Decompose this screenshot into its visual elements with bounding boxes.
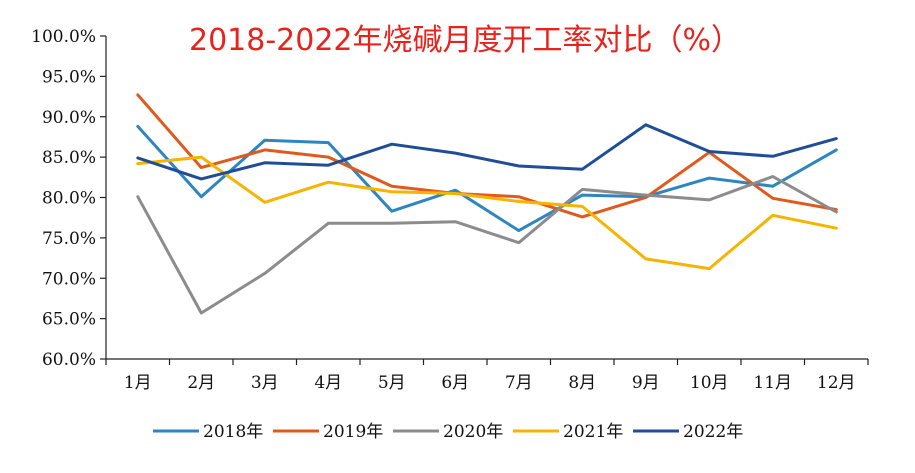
x-tick-label: 4月 bbox=[314, 373, 342, 393]
x-tick-label: 10月 bbox=[690, 373, 729, 393]
x-tick-label: 11月 bbox=[753, 373, 792, 393]
legend-label: 2020年 bbox=[443, 422, 503, 442]
x-tick-label: 5月 bbox=[378, 373, 406, 393]
y-tick-label: 60.0% bbox=[42, 350, 96, 370]
series-line-2022年 bbox=[136, 123, 838, 181]
y-tick-label: 75.0% bbox=[42, 229, 96, 249]
legend-label: 2022年 bbox=[683, 422, 743, 442]
series-line-2018年 bbox=[136, 124, 838, 233]
legend-label: 2019年 bbox=[323, 422, 383, 442]
y-tick-label: 90.0% bbox=[42, 108, 96, 128]
x-tick-label: 12月 bbox=[817, 373, 856, 393]
axes: 60.0% 65.0% 70.0% 75.0% 80.0% 85.0% 90.0% 95.0%… bbox=[31, 27, 869, 393]
y-tick-label: 95.0% bbox=[42, 67, 96, 87]
legend: 2018年 2019年 2020年 2021年 2022年 bbox=[153, 422, 743, 442]
legend-label: 2018年 bbox=[203, 422, 263, 442]
series-line-2021年 bbox=[136, 155, 838, 271]
y-tick-label: 80.0% bbox=[42, 189, 96, 209]
x-tick-label: 3月 bbox=[251, 373, 279, 393]
x-tick-label: 6月 bbox=[441, 373, 469, 393]
y-tick-label: 70.0% bbox=[42, 269, 96, 289]
y-tick-label: 100.0% bbox=[31, 27, 96, 47]
legend-label: 2021年 bbox=[563, 422, 623, 442]
chart-title: 2018-2022年烧碱月度开工率对比（%） bbox=[189, 23, 741, 58]
x-tick-label: 1月 bbox=[124, 373, 152, 393]
y-tick-label: 85.0% bbox=[42, 148, 96, 168]
x-tick-label: 2月 bbox=[187, 373, 215, 393]
series-line-2019年 bbox=[136, 93, 838, 219]
x-tick-label: 7月 bbox=[505, 373, 533, 393]
y-tick-label: 65.0% bbox=[42, 310, 96, 330]
x-tick-label: 8月 bbox=[568, 373, 596, 393]
x-tick-label: 9月 bbox=[632, 373, 660, 393]
series-line-2020年 bbox=[136, 175, 838, 315]
series-layer bbox=[136, 93, 838, 315]
